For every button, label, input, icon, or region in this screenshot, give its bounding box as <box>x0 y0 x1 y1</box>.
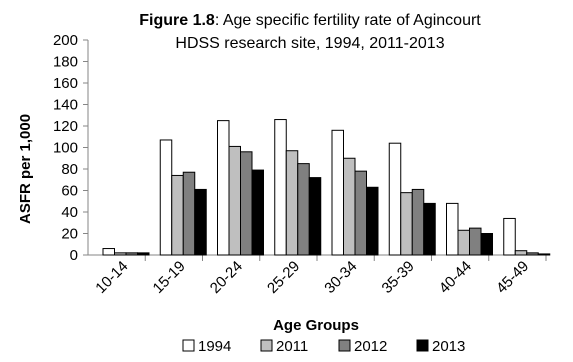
legend: 1994 2011 2012 2013 <box>182 338 465 355</box>
y-tick-label: 160 <box>53 75 78 92</box>
bar-2013-10-14 <box>137 252 150 256</box>
legend-swatch <box>260 339 273 352</box>
bar-2012-25-29 <box>297 163 310 256</box>
bar-2012-30-34 <box>354 170 367 256</box>
y-tick-label: 20 <box>61 226 78 243</box>
bar-2013-30-34 <box>366 186 379 256</box>
legend-swatch <box>182 339 195 352</box>
bar-2013-40-44 <box>480 233 493 256</box>
bar-2012-45-49 <box>526 252 539 256</box>
bar-2011-15-19 <box>171 174 184 256</box>
y-tick-label: 180 <box>53 54 78 71</box>
bar-2012-10-14 <box>125 252 138 256</box>
bar-2012-20-24 <box>240 151 253 256</box>
legend-swatch <box>416 339 429 352</box>
bar-1994-15-19 <box>159 139 173 256</box>
x-tick-label: 45-49 <box>493 258 532 297</box>
y-tick-label: 40 <box>61 204 78 221</box>
x-tick-label: 10-14 <box>92 258 131 297</box>
bar-2012-35-39 <box>411 188 425 256</box>
x-tick-label: 35-39 <box>379 258 418 297</box>
bar-2011-30-34 <box>343 157 356 256</box>
bar-2011-40-44 <box>457 229 470 256</box>
chart-title-line2: HDSS research site, 1994, 2011-2013 <box>175 35 444 52</box>
y-tick-label: 0 <box>70 247 78 264</box>
y-tick-label: 60 <box>61 183 78 200</box>
bar-1994-10-14 <box>102 248 115 256</box>
legend-label: 2011 <box>276 338 308 355</box>
bar-2011-45-49 <box>514 250 528 256</box>
bar-2013-20-24 <box>251 169 264 256</box>
y-tick-label: 200 <box>53 32 78 49</box>
chart-title-line1: Figure 1.8: Age specific fertility rate … <box>139 12 481 29</box>
bar-2013-25-29 <box>308 177 322 256</box>
chart-title-rest: : Age specific fertility rate of Agincou… <box>215 12 481 29</box>
bar-2011-35-39 <box>400 192 413 256</box>
legend-label: 1994 <box>198 338 231 355</box>
bar-1994-20-24 <box>217 120 230 256</box>
y-tick-label: 140 <box>53 97 78 114</box>
bar-1994-40-44 <box>446 202 459 256</box>
bar-2011-20-24 <box>228 145 241 256</box>
chart-title-prefix: Figure 1.8 <box>139 12 215 29</box>
bar-1994-30-34 <box>331 129 344 256</box>
y-tick-label: 80 <box>61 161 78 178</box>
legend-swatch <box>338 339 351 352</box>
x-tick-label: 20-24 <box>207 258 246 297</box>
x-tick-label: 25-29 <box>264 258 303 297</box>
bar-2013-45-49 <box>537 253 551 256</box>
x-tick-label: 40-44 <box>436 258 475 297</box>
bar-2012-40-44 <box>469 227 482 256</box>
bar-2011-10-14 <box>114 252 127 256</box>
y-tick-label: 120 <box>53 118 78 135</box>
plot-area: 0 20 40 60 80 100 120 140 160 180 200 10-14 15-19 20-… <box>53 32 551 297</box>
bar-2012-15-19 <box>182 171 196 256</box>
bar-1994-25-29 <box>274 119 287 256</box>
legend-label: 2013 <box>432 338 465 355</box>
bar-2011-25-29 <box>285 150 299 256</box>
bar-1994-45-49 <box>503 217 516 256</box>
bar-2013-35-39 <box>423 202 436 256</box>
legend-label: 2012 <box>354 338 387 355</box>
bar-2013-15-19 <box>194 188 207 256</box>
x-tick-label: 30-34 <box>321 258 360 297</box>
x-axis-title: Age Groups <box>273 317 359 334</box>
bar-1994-35-39 <box>388 142 402 256</box>
y-axis-title: ASFR per 1,000 <box>17 114 34 224</box>
y-tick-label: 100 <box>53 140 78 157</box>
x-tick-label: 15-19 <box>150 258 189 297</box>
